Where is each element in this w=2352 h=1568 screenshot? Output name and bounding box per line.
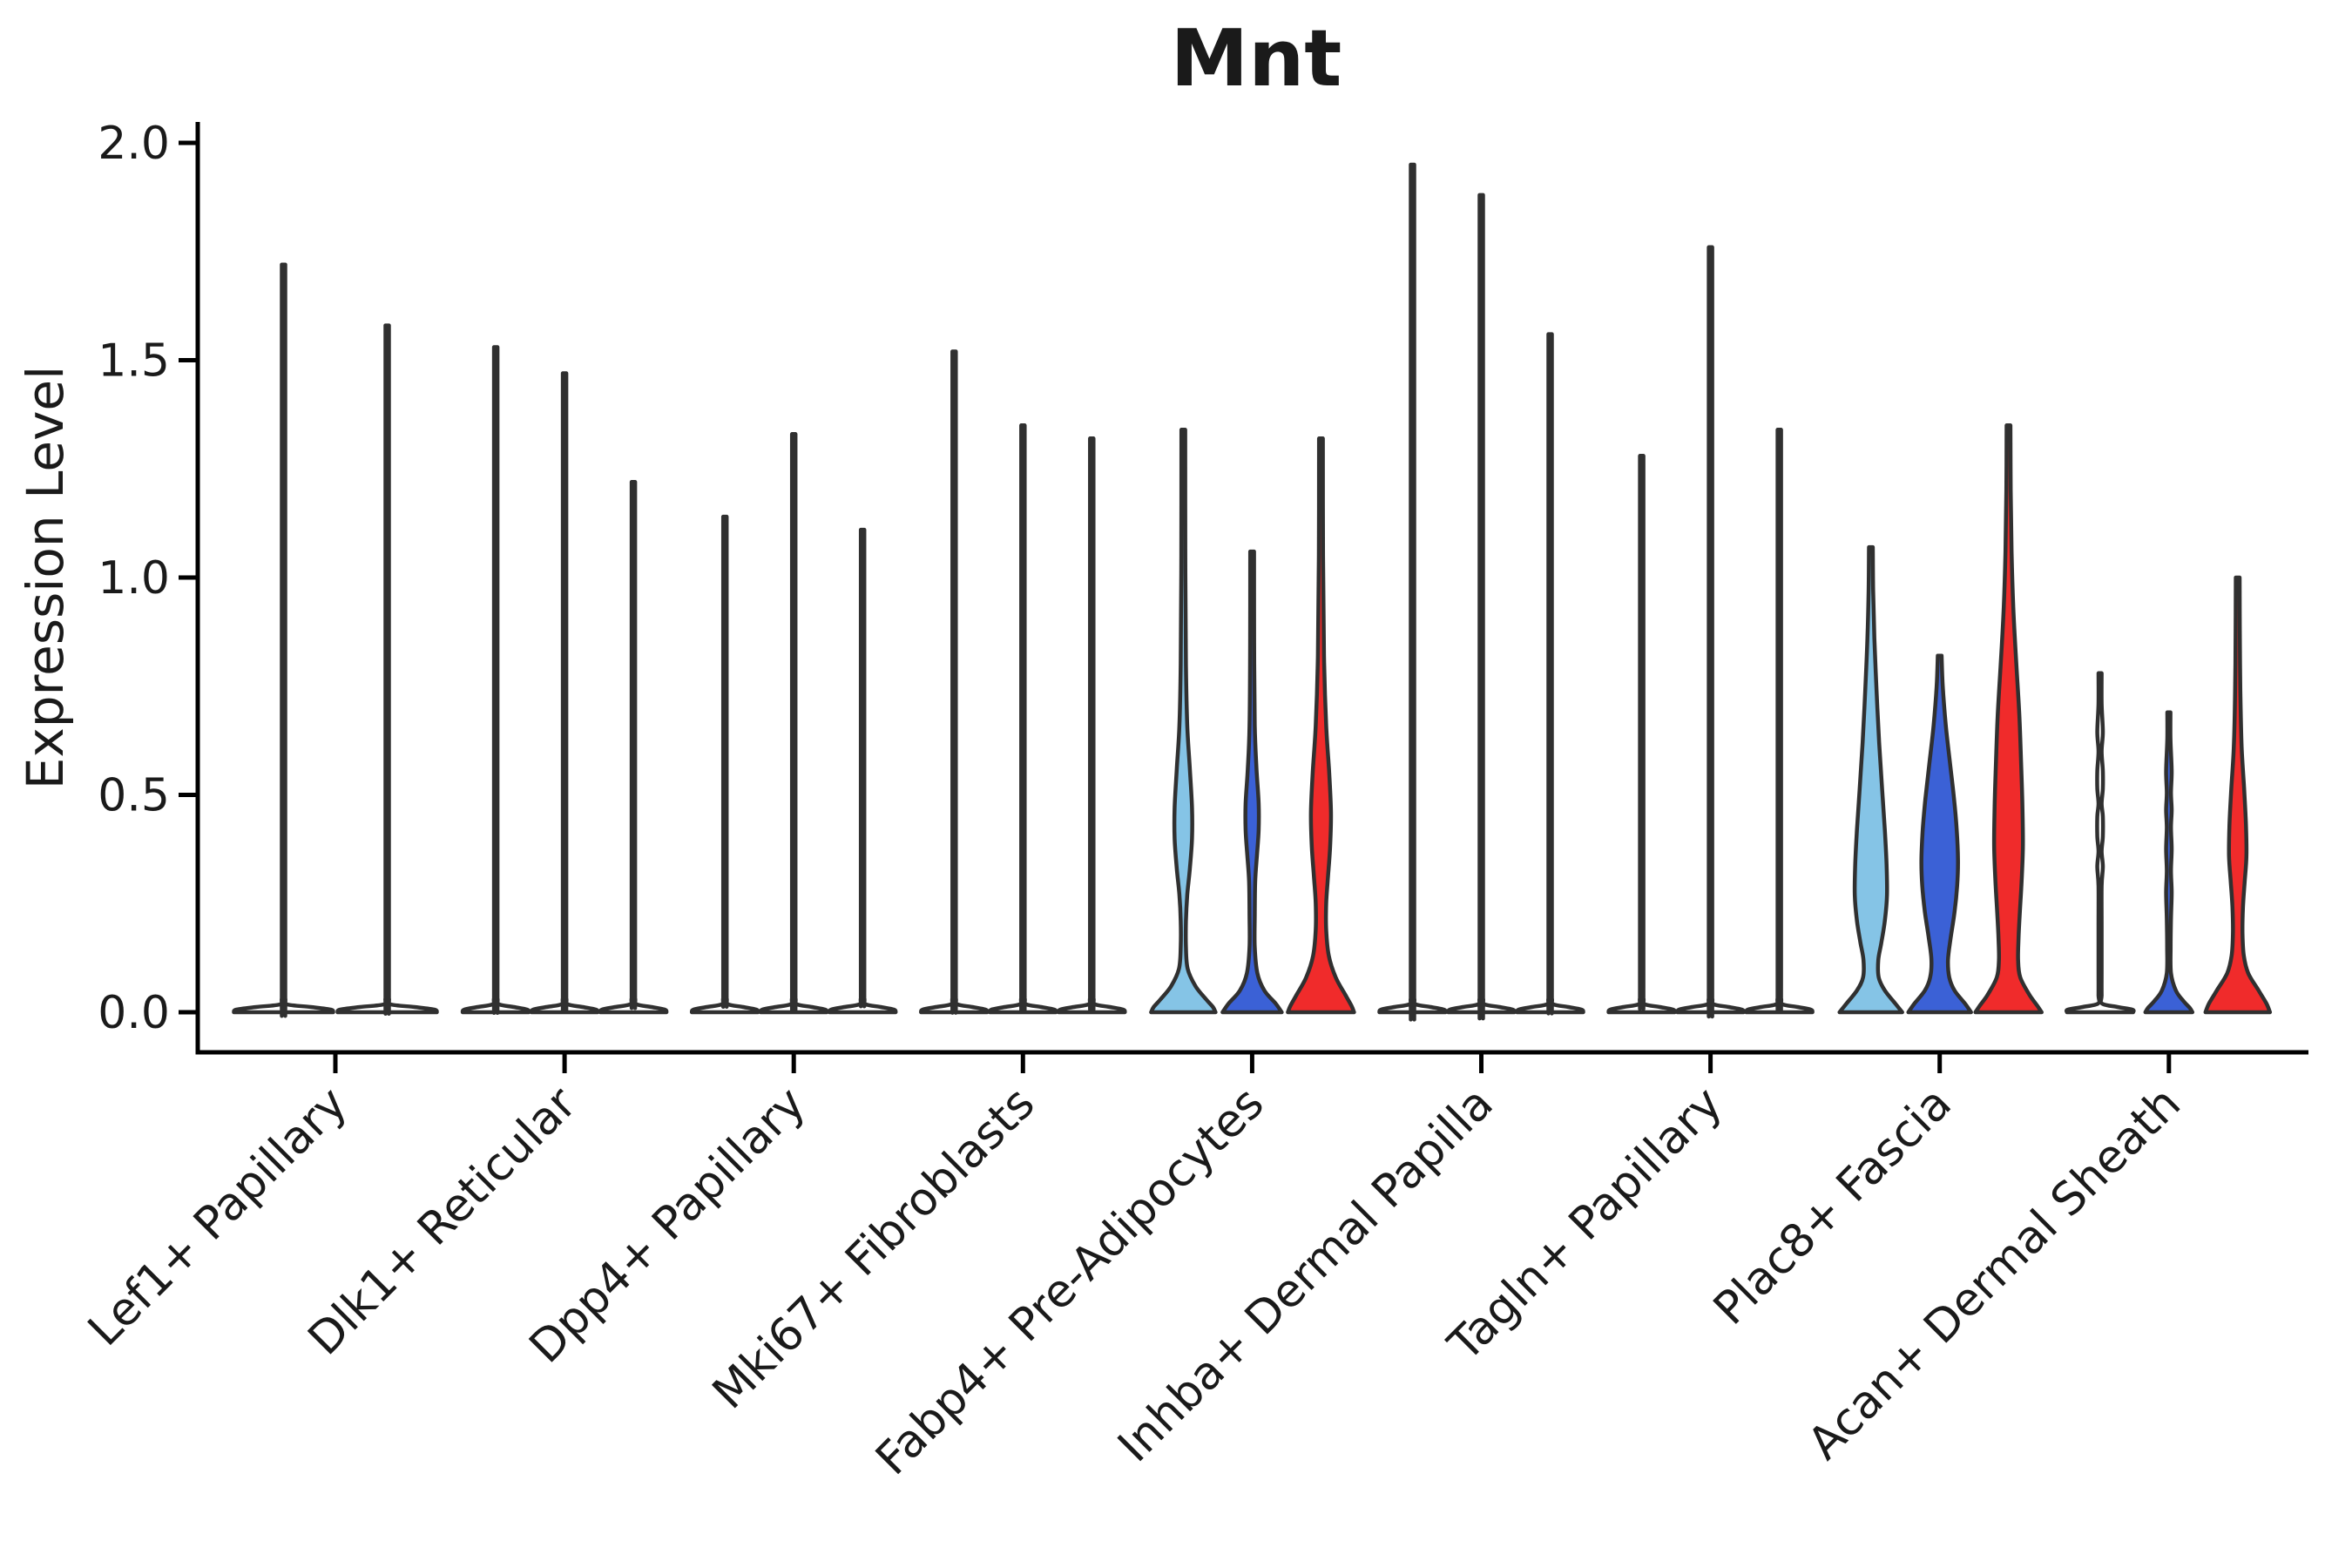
y-tick-label: 0.0 <box>98 987 170 1039</box>
y-tick-label: 1.5 <box>98 335 170 388</box>
violin <box>919 349 990 1015</box>
violin <box>1377 162 1448 1022</box>
violin <box>1837 544 1904 1015</box>
violin <box>2203 575 2273 1015</box>
y-tick-label: 1.0 <box>98 552 170 605</box>
violin-glyphs <box>232 162 2273 1022</box>
violin-group <box>2064 575 2273 1015</box>
x-tick-label: Inhba+ Dermal Papilla <box>1108 1078 1503 1472</box>
violin <box>232 262 335 1018</box>
violin <box>529 371 600 1015</box>
violin <box>827 527 898 1015</box>
violin-group <box>232 262 439 1018</box>
violin-group <box>1837 423 2044 1015</box>
violin <box>1744 428 1815 1015</box>
violin <box>460 345 531 1015</box>
violin-group <box>689 432 898 1015</box>
violin <box>689 514 760 1015</box>
violin <box>988 423 1058 1015</box>
violin <box>1675 245 1746 1018</box>
violin <box>1057 436 1127 1015</box>
violin-group <box>460 345 669 1015</box>
violin <box>1906 653 1973 1015</box>
y-tick-label: 2.0 <box>98 118 170 170</box>
chart-title: Mnt <box>1171 13 1342 105</box>
violin <box>335 323 439 1016</box>
violin-group <box>1377 162 1585 1022</box>
x-tick-label: Fabp4+ Pre-Adipocytes <box>866 1078 1274 1485</box>
violin <box>1446 193 1517 1021</box>
y-tick-label: 0.5 <box>98 770 170 822</box>
violin <box>598 479 669 1015</box>
violin <box>1973 423 2044 1015</box>
violin <box>1149 428 1218 1015</box>
violin <box>2064 671 2136 1015</box>
violin-group <box>1149 428 1356 1015</box>
violin <box>1220 549 1284 1015</box>
violin-group <box>919 349 1127 1015</box>
violin <box>1286 436 1356 1015</box>
violin <box>1515 332 1585 1016</box>
y-axis-ticks: 0.0 0.5 1.0 1.5 2.0 <box>98 118 196 1039</box>
violin-group <box>1606 245 1815 1018</box>
y-axis-label: Expression Level <box>16 366 75 789</box>
violin <box>758 432 829 1015</box>
x-tick-label: Acan+ Dermal Sheath <box>1798 1078 2191 1470</box>
violin <box>2143 710 2195 1015</box>
violin <box>1606 454 1677 1015</box>
x-tick-label: Plac8+ Fascia <box>1704 1078 1962 1335</box>
